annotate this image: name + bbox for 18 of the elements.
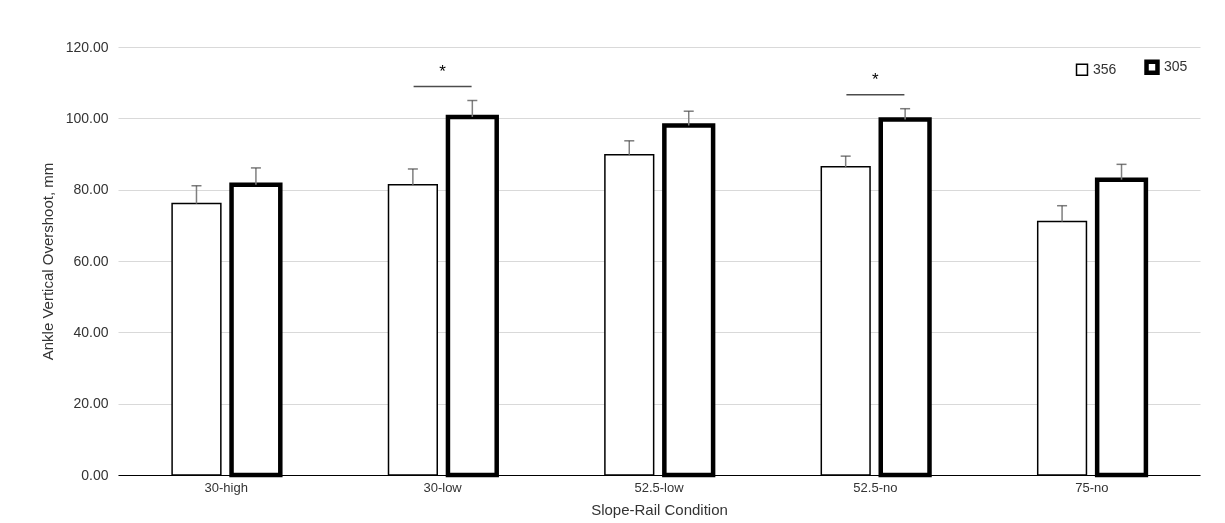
y-axis-title: Ankle Vertical Overshoot, mm bbox=[38, 162, 56, 361]
x-tick-label: 52.5-no bbox=[853, 479, 898, 495]
annotation: * bbox=[872, 69, 880, 89]
y-tick-label: 80.00 bbox=[73, 181, 109, 198]
y-tick-label: 120.00 bbox=[65, 38, 109, 55]
x-tick-label: 30-low bbox=[423, 479, 463, 495]
x-tick-label: 75-no bbox=[1075, 479, 1109, 495]
x-tick-label: 52.5-low bbox=[634, 479, 685, 495]
y-tick-label: 20.00 bbox=[73, 395, 109, 412]
x-axis-title: Slope-Rail Condition bbox=[591, 500, 728, 518]
x-tick-label: 30-high bbox=[204, 479, 248, 495]
legend-label: 356 bbox=[1093, 60, 1117, 77]
annotation: * bbox=[439, 61, 447, 81]
y-tick-label: 60.00 bbox=[73, 252, 109, 269]
y-tick-label: 40.00 bbox=[73, 323, 109, 340]
y-tick-label: 0.00 bbox=[81, 466, 109, 483]
y-tick-label: 100.00 bbox=[65, 109, 109, 126]
legend-label: 305 bbox=[1164, 58, 1188, 75]
